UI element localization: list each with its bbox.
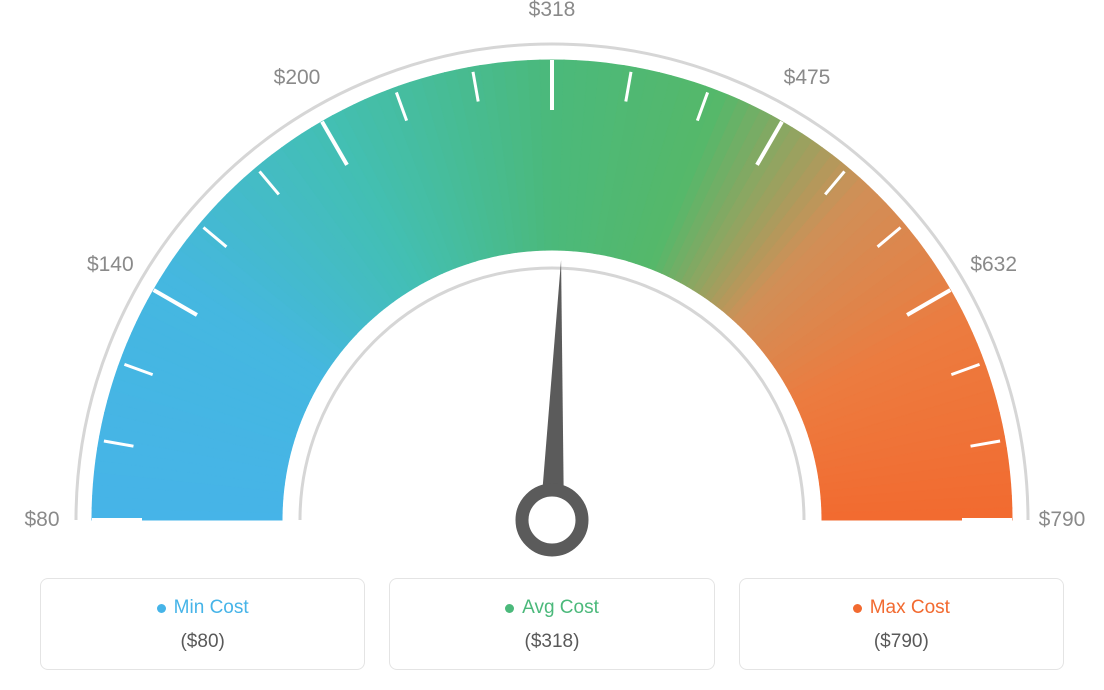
gauge-tick-label: $632 (970, 253, 1017, 277)
gauge-tick-label: $318 (529, 0, 576, 22)
legend-card-min: Min Cost ($80) (40, 578, 365, 670)
gauge-tick-label: $200 (274, 66, 321, 90)
gauge-area: $80 $140 $200 $318 $475 $632 $790 (0, 0, 1104, 560)
legend-dot-avg (505, 604, 514, 613)
legend-card-max: Max Cost ($790) (739, 578, 1064, 670)
legend-dot-min (157, 604, 166, 613)
legend-text-min: Min Cost (174, 597, 249, 619)
legend-value-max: ($790) (750, 631, 1053, 653)
legend-value-min: ($80) (51, 631, 354, 653)
gauge-tick-label: $475 (784, 66, 831, 90)
legend-label-max: Max Cost (750, 597, 1053, 619)
gauge-chart-container: $80 $140 $200 $318 $475 $632 $790 Min Cost ($8… (0, 0, 1104, 690)
legend-text-max: Max Cost (870, 597, 950, 619)
legend-label-avg: Avg Cost (400, 597, 703, 619)
legend-row: Min Cost ($80) Avg Cost ($318) Max Cost … (40, 578, 1064, 670)
legend-card-avg: Avg Cost ($318) (389, 578, 714, 670)
gauge-svg (0, 0, 1104, 560)
gauge-tick-label: $80 (24, 508, 59, 532)
legend-text-avg: Avg Cost (522, 597, 599, 619)
legend-dot-max (853, 604, 862, 613)
gauge-tick-label: $790 (1039, 508, 1086, 532)
legend-label-min: Min Cost (51, 597, 354, 619)
gauge-tick-label: $140 (87, 253, 134, 277)
legend-value-avg: ($318) (400, 631, 703, 653)
